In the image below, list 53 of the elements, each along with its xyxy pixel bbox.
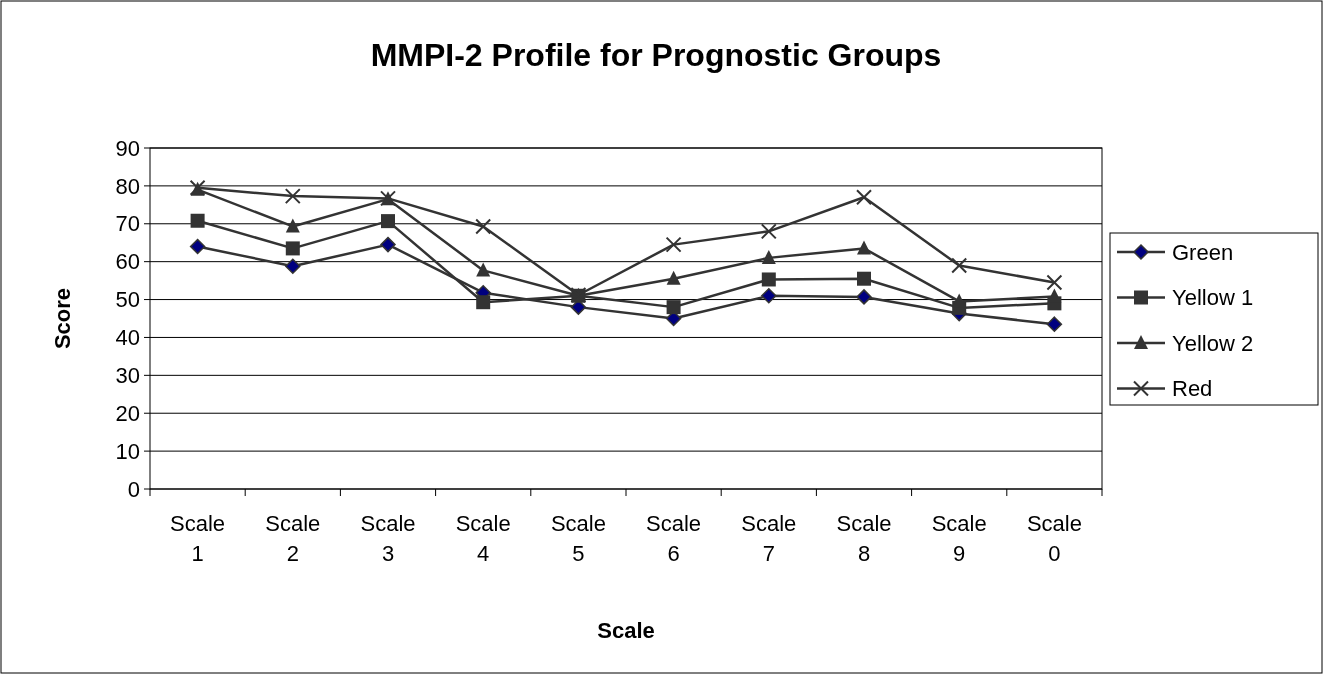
x-tick-label: Scale 3 [360, 511, 416, 566]
y-tick-label: 20 [115, 400, 140, 426]
legend-label: Green [1172, 239, 1234, 265]
point [381, 214, 395, 229]
point [189, 238, 206, 255]
point [285, 241, 300, 256]
x-tick-label: Scale 0 [1026, 511, 1082, 566]
y-tick-label: 60 [115, 249, 140, 275]
point [1046, 316, 1063, 332]
y-tick-label: 70 [115, 211, 140, 237]
y-tick-label: 90 [115, 135, 140, 161]
x-tick-label: Scale 2 [265, 511, 321, 566]
chart-title: MMPI-2 Profile for Prognostic Groups [370, 37, 942, 73]
point [666, 270, 681, 285]
point [476, 262, 491, 277]
point [666, 300, 681, 315]
point [475, 218, 492, 235]
point [476, 295, 491, 310]
point [951, 257, 968, 274]
point [190, 213, 205, 228]
point [1047, 288, 1062, 303]
x-tick-label: Scale 7 [741, 511, 797, 566]
legend-label: Yellow 2 [1172, 330, 1254, 356]
point [760, 223, 777, 240]
point [665, 236, 682, 253]
x-axis-title: Scale [597, 618, 655, 643]
y-tick-label: 40 [115, 325, 140, 351]
x-tick-label: Scale 9 [931, 511, 987, 566]
point [856, 289, 872, 305]
point [857, 240, 871, 255]
x-tick-label: Scale 4 [455, 511, 511, 566]
point [285, 258, 301, 274]
point [380, 236, 396, 253]
y-tick-label: 10 [115, 438, 140, 464]
point [285, 218, 300, 233]
point [1046, 274, 1063, 291]
y-tick-label: 0 [127, 476, 140, 502]
point [761, 272, 776, 287]
point [284, 188, 301, 205]
legend-label: Red [1172, 376, 1213, 402]
point [761, 288, 777, 304]
x-tick-label: Scale 6 [646, 511, 702, 566]
y-tick-label: 30 [115, 363, 140, 389]
x-tick-label: Scale 8 [836, 511, 892, 566]
y-tick-label: 80 [115, 173, 140, 199]
point [857, 271, 871, 286]
point [856, 189, 872, 206]
y-tick-label: 50 [115, 287, 140, 313]
point [761, 249, 776, 264]
x-tick-label: Scale 1 [170, 511, 226, 566]
y-axis-title: Score [50, 287, 75, 350]
legend-label: Yellow 1 [1172, 285, 1254, 311]
x-tick-label: Scale 5 [550, 511, 606, 566]
